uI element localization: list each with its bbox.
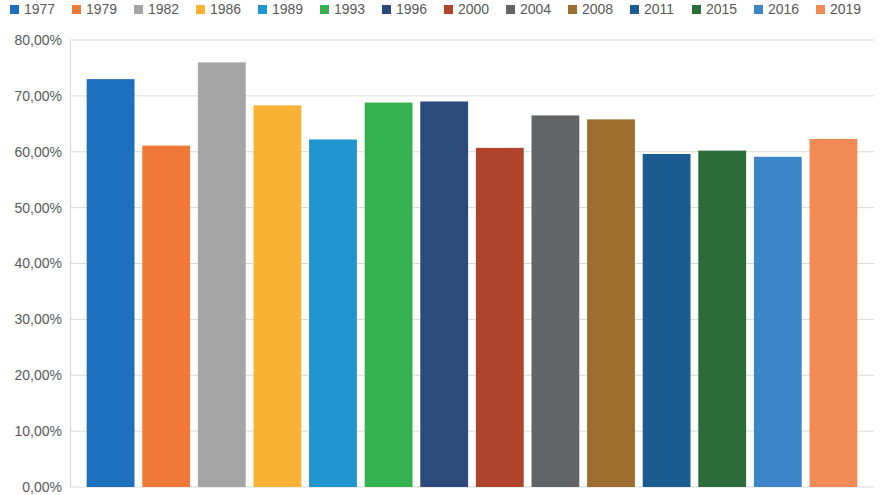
y-axis: 0,00% 10,00% 20,00% 30,00% 40,00% 50,00% 60,00… <box>15 32 71 495</box>
legend-item: 2000 <box>444 1 489 17</box>
bar <box>142 146 190 487</box>
y-tick-label: 10,00% <box>15 423 62 439</box>
y-tick-label: 0,00% <box>22 479 62 495</box>
y-tick-label: 80,00% <box>15 32 62 48</box>
legend-item: 1979 <box>72 1 117 17</box>
legend-item: 1982 <box>134 1 179 17</box>
y-tick-label: 60,00% <box>15 144 62 160</box>
bar <box>643 154 691 487</box>
legend-label: 2004 <box>520 1 551 17</box>
legend-swatch <box>816 5 825 14</box>
bar <box>309 139 357 487</box>
legend-item: 2011 <box>630 1 674 17</box>
bar <box>198 62 246 487</box>
grid-line <box>70 431 874 432</box>
legend-label: 1979 <box>86 1 117 17</box>
legend-label: 2000 <box>458 1 489 17</box>
grid-line <box>70 207 874 208</box>
y-tick: 40,00% <box>15 255 70 271</box>
legend: 1977 1979 1982 1986 1989 1993 1996 2000 2004 2008… <box>10 1 861 17</box>
legend-label: 1986 <box>210 1 241 17</box>
grid-line <box>70 40 874 41</box>
y-axis-line <box>70 41 71 488</box>
bar <box>587 119 635 487</box>
legend-label: 1989 <box>272 1 303 17</box>
y-tick: 60,00% <box>15 144 70 160</box>
legend-swatch <box>10 5 19 14</box>
legend-label: 2019 <box>830 1 861 17</box>
legend-swatch <box>258 5 267 14</box>
legend-swatch <box>382 5 391 14</box>
y-tick-label: 50,00% <box>15 200 62 216</box>
legend-swatch <box>692 5 701 14</box>
bars <box>87 62 858 487</box>
legend-label: 2015 <box>706 1 737 17</box>
legend-label: 2011 <box>644 1 674 17</box>
y-tick: 80,00% <box>15 32 70 48</box>
y-tick: 50,00% <box>15 200 70 216</box>
legend-swatch <box>196 5 205 14</box>
legend-item: 1989 <box>258 1 303 17</box>
legend-label: 1982 <box>148 1 179 17</box>
legend-swatch <box>630 5 639 14</box>
grid-line <box>70 319 874 320</box>
legend-label: 1993 <box>334 1 365 17</box>
y-tick-label: 20,00% <box>15 367 62 383</box>
grid-line <box>70 375 874 376</box>
grid-line <box>70 487 874 488</box>
grid-line <box>70 263 874 264</box>
bar <box>754 157 802 487</box>
legend-label: 1977 <box>24 1 55 17</box>
bar <box>253 105 301 487</box>
legend-swatch <box>134 5 143 14</box>
bar <box>365 103 413 487</box>
legend-label: 1996 <box>396 1 427 17</box>
y-tick: 10,00% <box>15 423 70 439</box>
legend-label: 2016 <box>768 1 799 17</box>
grid-line <box>70 95 874 96</box>
chart: 0,00% 10,00% 20,00% 30,00% 40,00% 50,00% 60,00… <box>0 0 880 495</box>
legend-item: 2019 <box>816 1 861 17</box>
legend-item: 2016 <box>754 1 799 17</box>
legend-item: 1977 <box>10 1 55 17</box>
legend-swatch <box>320 5 329 14</box>
legend-item: 2015 <box>692 1 737 17</box>
y-tick: 20,00% <box>15 367 70 383</box>
legend-label: 2008 <box>582 1 613 17</box>
plot-area: 0,00% 10,00% 20,00% 30,00% 40,00% 50,00% 60,00… <box>15 32 874 495</box>
legend-swatch <box>568 5 577 14</box>
y-tick: 70,00% <box>15 88 70 104</box>
legend-swatch <box>72 5 81 14</box>
y-tick: 0,00% <box>22 479 70 495</box>
legend-item: 1986 <box>196 1 241 17</box>
grid-line <box>70 151 874 152</box>
bar <box>698 151 746 487</box>
bar <box>87 79 135 487</box>
legend-item: 2008 <box>568 1 613 17</box>
legend-swatch <box>754 5 763 14</box>
legend-swatch <box>444 5 453 14</box>
bar <box>531 115 579 487</box>
y-tick-label: 30,00% <box>15 311 62 327</box>
legend-item: 1996 <box>382 1 427 17</box>
bar <box>420 101 468 487</box>
grid <box>70 40 874 487</box>
legend-item: 1993 <box>320 1 365 17</box>
bar <box>810 139 858 487</box>
bar <box>476 148 524 487</box>
y-tick-label: 70,00% <box>15 88 62 104</box>
legend-swatch <box>506 5 515 14</box>
legend-item: 2004 <box>506 1 551 17</box>
y-tick-label: 40,00% <box>15 255 62 271</box>
y-tick: 30,00% <box>15 311 70 327</box>
